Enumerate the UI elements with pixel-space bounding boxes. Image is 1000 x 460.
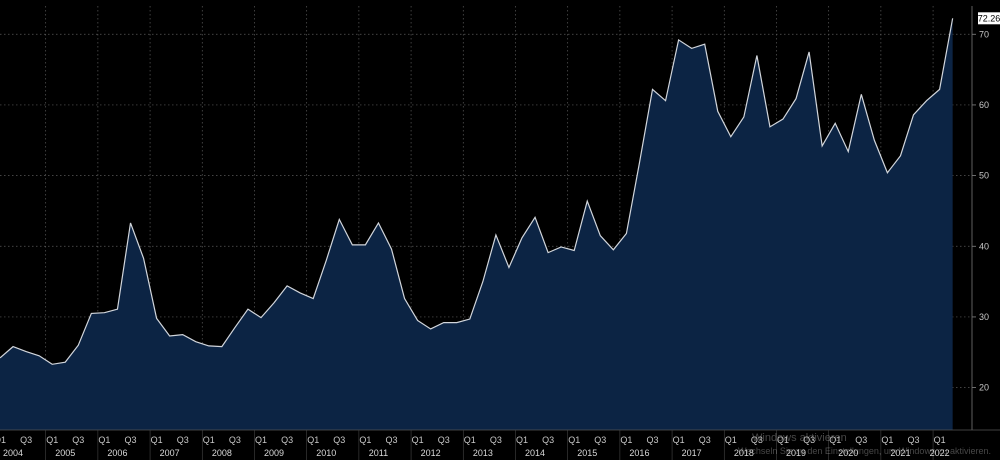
y-tick-label: 50 (979, 171, 989, 181)
x-tick-label: Q3 (385, 435, 397, 445)
x-tick-label: Q3 (646, 435, 658, 445)
y-tick-label: 30 (979, 312, 989, 322)
x-year-label: 2014 (525, 448, 545, 458)
x-tick-label: Q1 (673, 435, 685, 445)
x-year-label: 2004 (3, 448, 23, 458)
watermark-subtitle: Wechseln Sie zu den Einstellungen, um Wi… (738, 446, 991, 456)
x-tick-label: Q3 (124, 435, 136, 445)
y-tick-label: 70 (979, 29, 989, 39)
x-year-label: 2011 (369, 448, 388, 458)
x-tick-label: Q3 (177, 435, 189, 445)
x-year-label: 2013 (473, 448, 493, 458)
y-tick-label: 60 (979, 100, 989, 110)
x-year-label: 2008 (212, 448, 232, 458)
x-tick-label: Q1 (568, 435, 580, 445)
x-year-label: 2009 (264, 448, 284, 458)
x-year-label: 2017 (682, 448, 702, 458)
x-year-label: 2012 (421, 448, 441, 458)
x-tick-label: Q1 (307, 435, 319, 445)
x-tick-label: Q3 (438, 435, 450, 445)
x-tick-label: Q1 (151, 435, 163, 445)
x-tick-label: Q3 (281, 435, 293, 445)
x-tick-label: Q1 (464, 435, 476, 445)
x-tick-label: Q1 (412, 435, 424, 445)
x-tick-label: Q1 (359, 435, 371, 445)
x-tick-label: Q1 (516, 435, 528, 445)
x-tick-label: Q3 (699, 435, 711, 445)
watermark-title: Windows aktivieren (752, 432, 847, 444)
x-tick-label: Q1 (934, 435, 946, 445)
x-tick-label: Q1 (0, 435, 6, 445)
x-tick-label: Q3 (542, 435, 554, 445)
y-tick-label: 20 (979, 383, 989, 393)
x-tick-label: Q1 (620, 435, 632, 445)
x-tick-label: Q1 (725, 435, 737, 445)
x-year-label: 2010 (316, 448, 336, 458)
x-tick-label: Q1 (46, 435, 58, 445)
x-tick-label: Q1 (881, 435, 893, 445)
x-year-label: 2007 (160, 448, 180, 458)
x-tick-label: Q3 (907, 435, 919, 445)
x-year-label: 2016 (629, 448, 649, 458)
x-tick-label: Q3 (20, 435, 32, 445)
x-year-label: 2015 (577, 448, 597, 458)
x-year-label: 2006 (107, 448, 127, 458)
x-tick-label: Q1 (203, 435, 215, 445)
x-tick-label: Q3 (490, 435, 502, 445)
x-year-label: 2005 (55, 448, 75, 458)
x-tick-label: Q3 (594, 435, 606, 445)
last-value-label: 72.26 (978, 12, 1000, 24)
x-tick-label: Q3 (333, 435, 345, 445)
x-tick-label: Q1 (98, 435, 110, 445)
y-tick-label: 40 (979, 241, 989, 251)
last-value-text: 72.26 (978, 13, 1000, 23)
x-tick-label: Q3 (855, 435, 867, 445)
x-tick-label: Q1 (255, 435, 267, 445)
x-tick-label: Q3 (229, 435, 241, 445)
x-tick-label: Q3 (72, 435, 84, 445)
